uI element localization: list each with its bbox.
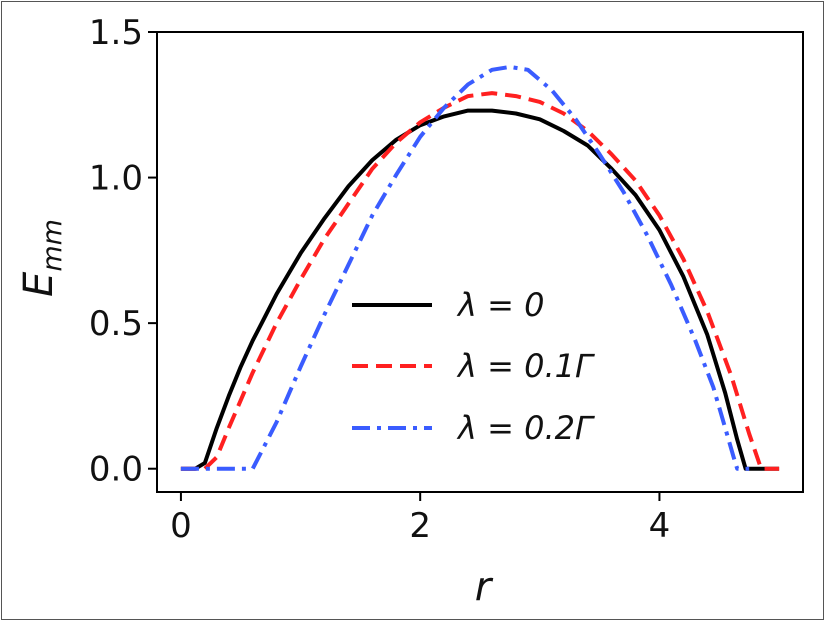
legend-label-2: λ = 0.1Γ <box>456 347 595 385</box>
y-tick-label: 0.0 <box>89 450 143 490</box>
axes-layer: 0 2 4 0.0 0.5 1.0 1.5 <box>89 13 670 546</box>
x-axis-label: r <box>475 564 494 610</box>
y-tick-label: 1.5 <box>89 13 143 53</box>
series-layer <box>180 64 780 471</box>
series-line-1 <box>180 108 780 471</box>
y-axis-label-main: E <box>16 271 62 297</box>
y-axis-label: Emm <box>16 219 68 297</box>
series-line-2 <box>180 91 780 471</box>
plot-area <box>156 31 804 493</box>
y-tick-label: 1.0 <box>89 159 143 199</box>
legend-label-3: λ = 0.2Γ <box>456 409 595 447</box>
y-axis-label-subscript: mm <box>37 219 68 272</box>
plot-border <box>156 31 804 493</box>
x-tick-label: 2 <box>409 506 431 546</box>
x-tick-label: 0 <box>170 506 192 546</box>
y-tick-label: 0.5 <box>89 304 143 344</box>
x-tick-label: 4 <box>649 506 671 546</box>
legend: λ = 0 λ = 0.1Γ λ = 0.2Γ <box>352 286 595 447</box>
legend-label-1: λ = 0 <box>456 286 544 324</box>
